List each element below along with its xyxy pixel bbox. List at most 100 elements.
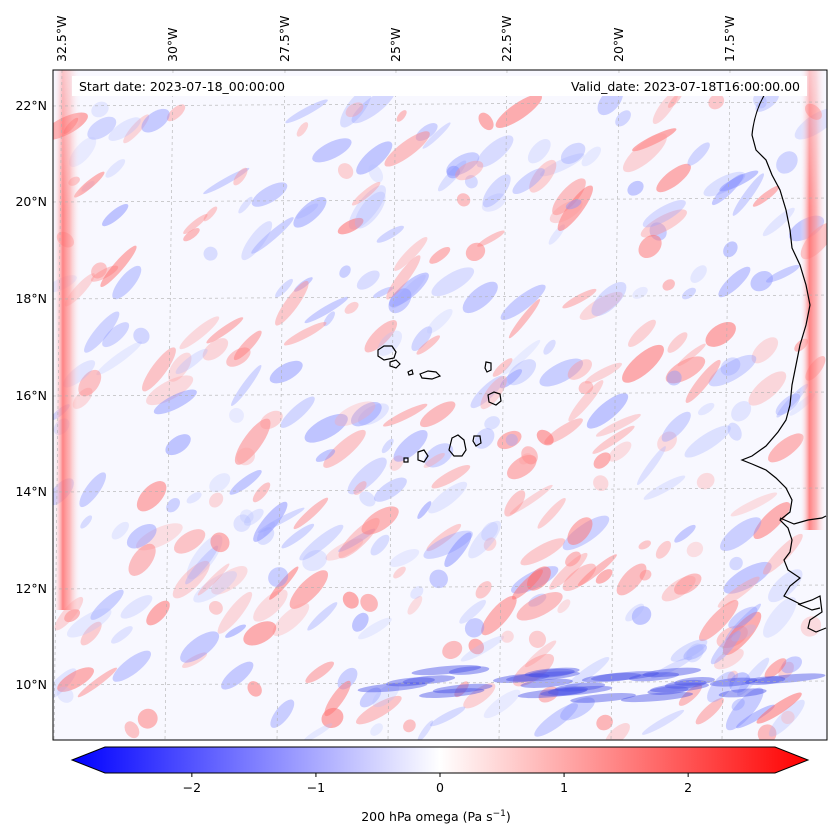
omega-shade	[352, 612, 369, 632]
omega-shade	[351, 88, 396, 124]
omega-shade	[446, 152, 480, 176]
omega-shade	[478, 112, 494, 131]
omega-shade	[197, 563, 230, 596]
omega-shade	[448, 666, 490, 675]
omega-shade	[627, 180, 644, 196]
omega-shade	[470, 375, 505, 409]
omega-shade	[562, 288, 597, 309]
omega-shade	[731, 624, 756, 642]
omega-shade	[141, 108, 170, 133]
omega-shade	[305, 661, 335, 684]
omega-shade	[527, 139, 551, 164]
omega-shade	[203, 167, 250, 195]
omega-shade	[577, 554, 617, 587]
omega-shade	[102, 203, 129, 227]
omega-shade	[695, 697, 724, 725]
omega-shade	[268, 567, 289, 587]
omega-shade	[417, 720, 434, 740]
omega-shade	[570, 693, 636, 703]
latitude-label: 16°N	[15, 388, 47, 403]
omega-shade	[507, 454, 537, 480]
omega-shade	[370, 534, 390, 556]
omega-shade	[768, 433, 804, 463]
omega-shade	[357, 617, 392, 640]
omega-shade	[393, 237, 428, 271]
omega-shade	[351, 181, 381, 206]
omega-shade	[775, 393, 801, 416]
omega-shade	[661, 411, 691, 442]
omega-shade	[718, 688, 767, 698]
omega-shade	[57, 686, 74, 703]
omega-shade	[234, 418, 271, 465]
omega-shade	[304, 296, 349, 324]
omega-shade	[108, 117, 141, 141]
omega-shade	[338, 517, 380, 559]
omega-shade	[426, 523, 462, 552]
omega-shade	[616, 563, 647, 596]
omega-shade	[560, 142, 586, 164]
omega-shade	[709, 677, 758, 687]
omega-shade	[736, 704, 775, 729]
omega-shade	[665, 356, 706, 384]
omega-shade	[126, 523, 157, 549]
omega-shade	[402, 675, 456, 685]
omega-field-shading	[53, 86, 827, 740]
omega-shade	[686, 643, 704, 663]
omega-shade	[66, 608, 112, 638]
omega-shade	[667, 332, 688, 353]
omega-shade	[656, 163, 691, 193]
omega-shade	[280, 396, 315, 428]
omega-shade	[275, 278, 293, 298]
omega-shade	[344, 301, 359, 314]
omega-shade	[454, 681, 469, 698]
omega-shade	[673, 573, 702, 595]
omega-shade	[393, 430, 428, 462]
omega-shade	[536, 429, 554, 446]
omega-shade	[547, 686, 589, 696]
omega-shade	[359, 491, 376, 507]
omega-shade	[128, 543, 156, 576]
omega-shade	[492, 358, 513, 377]
omega-shade	[512, 653, 555, 687]
omega-shade	[568, 380, 604, 422]
omega-shade	[357, 403, 389, 426]
omega-shade	[538, 686, 559, 703]
omega-shade	[528, 593, 547, 607]
omega-shade	[203, 206, 218, 222]
omega-shade	[622, 344, 664, 383]
omega-shade	[728, 606, 758, 629]
omega-shade	[527, 566, 551, 591]
omega-shade	[182, 652, 208, 669]
omega-shade	[423, 452, 445, 468]
omega-shade	[729, 556, 743, 571]
omega-shade	[615, 110, 631, 127]
omega-shade	[578, 380, 594, 395]
omega-shade	[166, 497, 180, 513]
omega-shade	[591, 281, 627, 317]
omega-shade	[664, 679, 707, 689]
omega-shade	[565, 551, 581, 567]
omega-shade	[74, 171, 105, 198]
omega-shade	[209, 473, 231, 493]
omega-shade	[238, 196, 253, 214]
omega-shade	[142, 347, 176, 392]
omega-shade	[464, 175, 478, 189]
omega-shade	[334, 401, 376, 427]
longitude-label: 27.5°W	[277, 16, 292, 62]
omega-shade	[508, 299, 541, 339]
omega-shade	[424, 443, 454, 468]
omega-shade	[481, 521, 499, 541]
omega-shade	[768, 699, 805, 737]
omega-shade	[507, 359, 537, 386]
omega-shade	[411, 326, 433, 352]
omega-shade	[567, 517, 593, 546]
colorbar-tick-label: 0	[436, 780, 444, 795]
omega-shade	[429, 247, 451, 264]
omega-shade	[80, 621, 102, 646]
omega-shade	[699, 600, 739, 642]
omega-shade	[302, 550, 327, 571]
omega-shade	[175, 348, 208, 374]
meridian-line	[164, 70, 174, 740]
omega-shade	[554, 682, 606, 692]
omega-shade	[211, 566, 248, 595]
